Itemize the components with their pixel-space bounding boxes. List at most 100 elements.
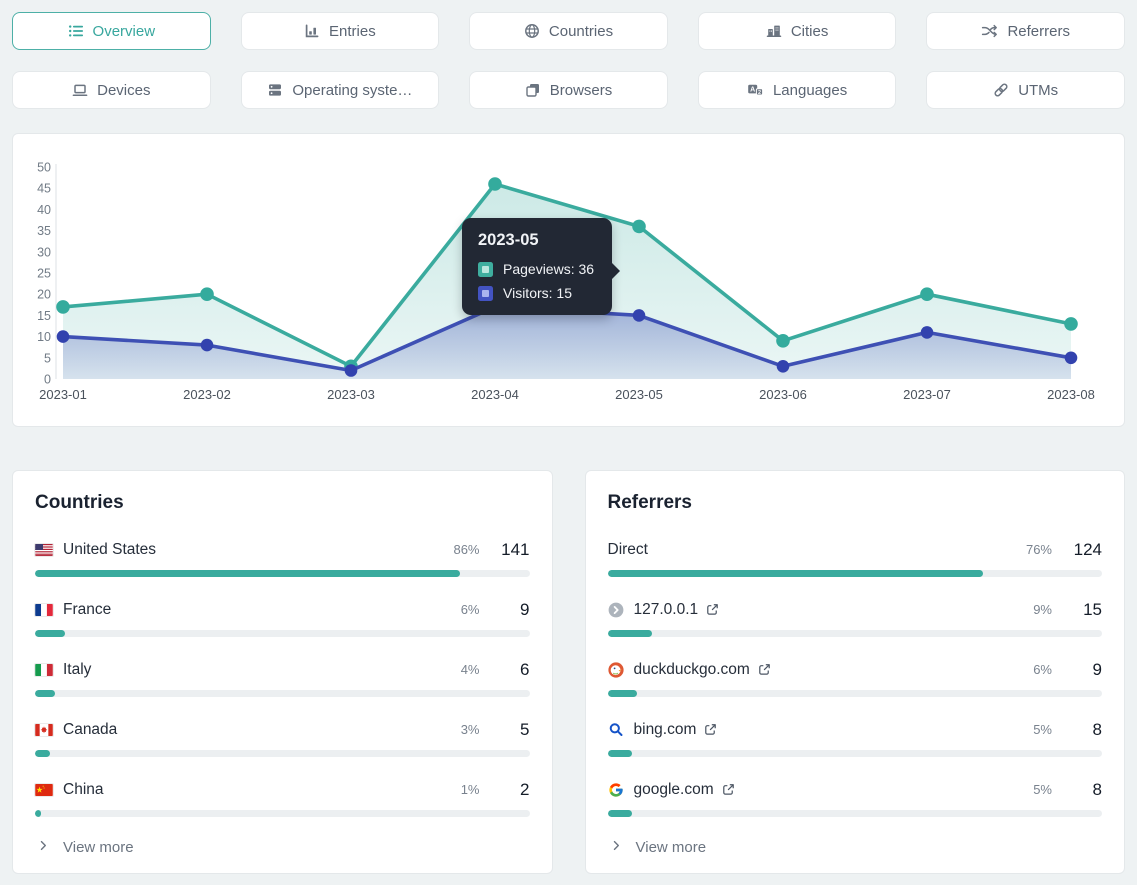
referrer-percent: 5% xyxy=(1033,782,1052,797)
traffic-chart-card: 0 5 10 15 20 25 30 35 40 45 50 2023-01 2023-02 2023-0… xyxy=(12,133,1125,427)
tab-devices[interactable]: Devices xyxy=(12,71,211,109)
globe-icon xyxy=(524,23,540,39)
svg-text:2023-08: 2023-08 xyxy=(1047,387,1095,402)
referrer-row[interactable]: google.com 5% 8 xyxy=(607,779,1102,817)
server-icon xyxy=(267,82,283,98)
svg-text:0: 0 xyxy=(44,373,51,387)
country-row[interactable]: China 1% 2 xyxy=(35,779,530,817)
referrer-name: duckduckgo.com xyxy=(633,660,750,678)
link-icon xyxy=(993,82,1009,98)
svg-text:2023-01: 2023-01 xyxy=(39,387,87,402)
country-name: France xyxy=(63,600,112,618)
view-more-label: View more xyxy=(635,839,707,856)
svg-text:2023-02: 2023-02 xyxy=(183,387,231,402)
tab-cities[interactable]: Cities xyxy=(697,12,897,50)
tab-operating-systems[interactable]: Operating syste… xyxy=(240,71,440,109)
referrer-percent: 9% xyxy=(1033,602,1052,617)
shuffle-icon xyxy=(981,23,998,39)
pageviews-point xyxy=(488,177,502,191)
svg-text:35: 35 xyxy=(37,224,51,238)
chevron-right-icon xyxy=(610,839,623,856)
country-bar-track xyxy=(35,810,530,817)
svg-text:A: A xyxy=(750,86,755,93)
referrer-bar-track xyxy=(607,690,1102,697)
svg-text:2023-06: 2023-06 xyxy=(759,387,807,402)
referrer-name: 127.0.0.1 xyxy=(633,600,699,618)
countries-list: United States 86% 141 France 6% 9 Italy 4% 6 Cana… xyxy=(35,539,530,839)
svg-text:40: 40 xyxy=(37,203,51,217)
svg-text:2023-05: 2023-05 xyxy=(615,387,663,402)
svg-text:2023-03: 2023-03 xyxy=(327,387,375,402)
pageviews-legend-swatch xyxy=(478,261,493,277)
referrers-view-more[interactable]: View more xyxy=(608,839,1103,856)
tab-languages[interactable]: A 2 Languages xyxy=(697,71,897,109)
visitors-point xyxy=(776,360,790,373)
stats-tab-bar: Overview Entries Countries Cities Referrers D… xyxy=(12,12,1125,109)
referrer-row[interactable]: 127.0.0.1 9% 15 xyxy=(607,599,1102,637)
country-count: 5 xyxy=(520,719,530,739)
svg-text:25: 25 xyxy=(37,267,51,281)
svg-text:10: 10 xyxy=(37,330,51,344)
referrer-row[interactable]: duckduckgo.com 6% 9 xyxy=(607,659,1102,697)
tab-utms[interactable]: UTMs xyxy=(926,71,1125,109)
external-link-icon[interactable] xyxy=(722,783,735,796)
tab-overview[interactable]: Overview xyxy=(12,12,211,50)
country-bar-track xyxy=(35,750,530,757)
referrer-name: bing.com xyxy=(633,720,697,738)
tooltip-arrow xyxy=(611,262,620,280)
svg-text:2: 2 xyxy=(758,90,761,96)
referrer-bar-fill xyxy=(607,690,638,697)
default-favicon xyxy=(608,602,624,618)
countries-view-more[interactable]: View more xyxy=(35,839,530,856)
visitors-point xyxy=(56,330,70,343)
external-link-icon[interactable] xyxy=(704,723,717,736)
chart-tooltip: 2023-05 Pageviews: 36 Visitors: 15 xyxy=(462,218,620,315)
country-bar-fill xyxy=(35,750,50,757)
country-count: 9 xyxy=(520,599,530,619)
country-row[interactable]: United States 86% 141 xyxy=(35,539,530,577)
external-link-icon[interactable] xyxy=(706,603,719,616)
tab-label: Countries xyxy=(548,22,614,40)
country-percent: 6% xyxy=(460,602,480,617)
visitors-point xyxy=(200,338,214,352)
tab-browsers[interactable]: Browsers xyxy=(469,71,668,109)
referrer-count: 8 xyxy=(1092,779,1102,799)
view-more-label: View more xyxy=(63,839,134,856)
referrer-count: 9 xyxy=(1092,659,1102,679)
referrer-row[interactable]: Direct 76% 124 xyxy=(607,539,1102,577)
tab-label: Browsers xyxy=(549,81,613,99)
country-row[interactable]: Canada 3% 5 xyxy=(35,719,530,757)
svg-text:30: 30 xyxy=(37,245,51,259)
svg-text:2023-07: 2023-07 xyxy=(903,387,951,402)
tab-countries[interactable]: Countries xyxy=(469,12,668,50)
breakdown-cards-row: Countries United States 86% 141 France 6% 9 It… xyxy=(12,470,1125,874)
x-axis-labels: 2023-01 2023-02 2023-03 2023-04 2023-05 2023-… xyxy=(39,387,1095,402)
referrer-bar-track xyxy=(607,810,1102,817)
visitors-point xyxy=(920,326,934,339)
referrer-percent: 6% xyxy=(1033,662,1052,677)
tab-label: Entries xyxy=(329,22,376,40)
visitors-legend-swatch xyxy=(478,285,493,301)
tab-label: Cities xyxy=(790,22,829,40)
svg-text:45: 45 xyxy=(37,182,51,196)
country-count: 2 xyxy=(520,779,530,799)
country-bar-fill xyxy=(35,810,41,817)
country-percent: 86% xyxy=(453,542,480,557)
bar-chart-icon xyxy=(304,23,320,39)
referrer-count: 124 xyxy=(1073,539,1102,559)
country-row[interactable]: Italy 4% 6 xyxy=(35,659,530,697)
tooltip-rows: Pageviews: 36 Visitors: 15 xyxy=(478,261,596,301)
country-count: 6 xyxy=(520,659,530,679)
tab-entries[interactable]: Entries xyxy=(240,12,440,50)
tab-referrers[interactable]: Referrers xyxy=(926,12,1125,50)
referrer-row[interactable]: bing.com 5% 8 xyxy=(607,719,1102,757)
referrers-card-title: Referrers xyxy=(607,492,693,513)
flag-icon-fr xyxy=(35,603,53,616)
external-link-icon[interactable] xyxy=(758,663,771,676)
referrers-card: Referrers Direct 76% 124 127.0.0.1 9% 15 duckd… xyxy=(584,470,1125,874)
referrers-list: Direct 76% 124 127.0.0.1 9% 15 duckduckgo.com 6… xyxy=(607,539,1102,839)
country-row[interactable]: France 6% 9 xyxy=(35,599,530,637)
countries-card-title: Countries xyxy=(35,492,124,513)
referrer-name: Direct xyxy=(607,540,648,558)
